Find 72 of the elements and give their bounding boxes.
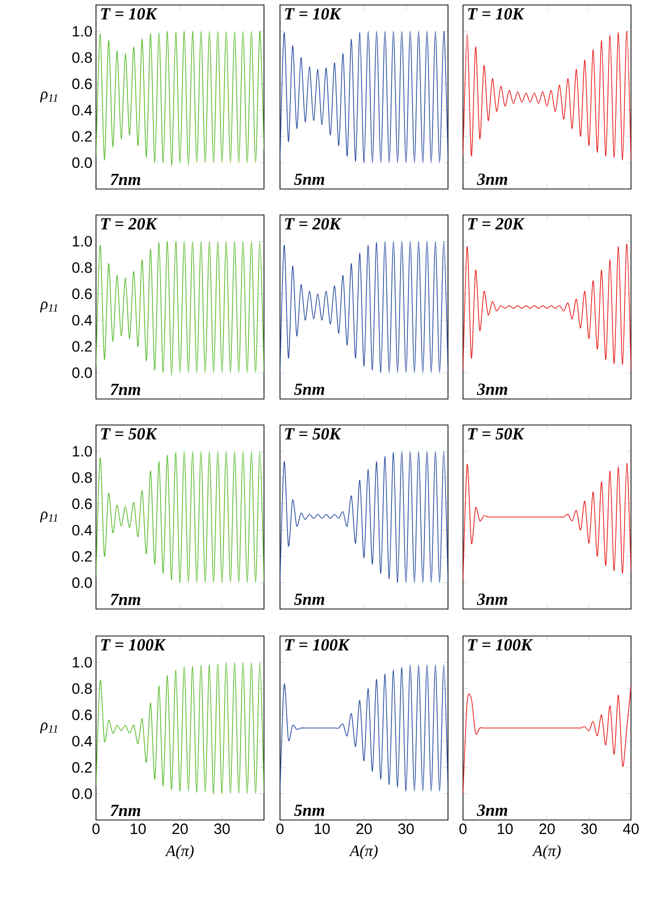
- y-axis-title: ρ$_{11}$: [40, 302, 58, 312]
- annotation: 3nm: [476, 384, 508, 395]
- annotation: 3nm: [476, 594, 508, 605]
- y-tick-label: 1.0: [72, 236, 92, 247]
- annotation: 5nm: [294, 804, 324, 816]
- annotation: T = 20K: [285, 218, 342, 230]
- annotation: 7nm: [110, 804, 140, 816]
- y-tick-label: 0.6: [72, 498, 92, 510]
- line-series: [96, 662, 264, 794]
- x-axis-title: A(π): [532, 844, 561, 860]
- y-tick-label: 0.0: [72, 157, 92, 168]
- y-tick-label: 1.0: [72, 446, 92, 457]
- y-axis-title: ρ$_{11}$: [40, 722, 58, 734]
- x-axis-title: A(π): [164, 844, 194, 860]
- x-tick-label: 30: [581, 824, 597, 834]
- annotation: T = 20K: [468, 218, 525, 230]
- annotation: 7nm: [110, 174, 140, 185]
- y-tick-label: 0.4: [72, 736, 92, 746]
- x-tick-label: 0: [459, 824, 467, 834]
- y-tick-label: 0.6: [72, 78, 92, 90]
- annotation: T = 100K: [101, 639, 166, 651]
- y-tick-label: 0.0: [72, 577, 92, 588]
- annotation: T = 50K: [468, 428, 525, 440]
- y-axis-title: ρ$_{11}$: [40, 512, 58, 522]
- y-tick-label: 1.0: [72, 656, 92, 668]
- annotation: T = 10K: [468, 8, 525, 20]
- y-tick-label: 0.8: [72, 472, 92, 483]
- annotation: 5nm: [294, 174, 324, 185]
- y-tick-label: 0.6: [72, 710, 92, 720]
- x-tick-label: 0: [276, 824, 284, 834]
- y-tick-label: 0.2: [72, 131, 92, 142]
- line-series: [96, 450, 264, 584]
- x-tick-label: 10: [314, 824, 330, 834]
- annotation: T = 50K: [285, 428, 342, 440]
- y-tick-label: 0.4: [72, 104, 92, 116]
- annotation: T = 100K: [285, 639, 350, 651]
- y-tick-label: 0.4: [72, 524, 92, 536]
- y-tick-label: 0.0: [72, 367, 92, 378]
- x-tick-label: 20: [356, 824, 372, 834]
- annotation: 3nm: [476, 804, 508, 816]
- annotation: 7nm: [110, 594, 140, 605]
- y-axis-title: ρ$_{11}$: [40, 92, 58, 102]
- x-tick-label: 40: [623, 824, 639, 834]
- y-tick-label: 0.2: [72, 762, 92, 773]
- y-tick-label: 0.0: [72, 788, 92, 799]
- x-tick-label: 10: [498, 824, 513, 834]
- annotation: T = 10K: [285, 8, 342, 20]
- annotation: T = 50K: [101, 428, 158, 440]
- x-tick-label: 10: [130, 824, 146, 834]
- x-tick-label: 30: [398, 824, 414, 834]
- y-tick-label: 0.4: [72, 314, 92, 326]
- annotation: T = 20K: [101, 218, 158, 230]
- annotation: 5nm: [294, 384, 324, 395]
- line-series: [96, 30, 264, 166]
- x-tick-label: 0: [92, 824, 100, 834]
- x-tick-label: 20: [172, 824, 188, 834]
- annotation: T = 100K: [468, 639, 533, 651]
- y-tick-label: 0.8: [72, 52, 92, 63]
- annotation: 7nm: [110, 384, 140, 395]
- annotation: T = 10K: [101, 8, 158, 20]
- y-tick-label: 0.8: [72, 262, 92, 273]
- y-tick-label: 1.0: [72, 26, 92, 37]
- y-tick-label: 0.8: [72, 683, 92, 694]
- x-tick-label: 30: [214, 824, 230, 834]
- y-tick-label: 0.2: [72, 341, 92, 352]
- line-series: [96, 240, 264, 376]
- x-axis-title: A(π): [348, 844, 378, 860]
- annotation: 3nm: [476, 174, 508, 185]
- annotation: 5nm: [294, 594, 324, 605]
- y-tick-label: 0.2: [72, 551, 92, 562]
- x-tick-label: 20: [539, 824, 555, 834]
- y-tick-label: 0.6: [72, 288, 92, 300]
